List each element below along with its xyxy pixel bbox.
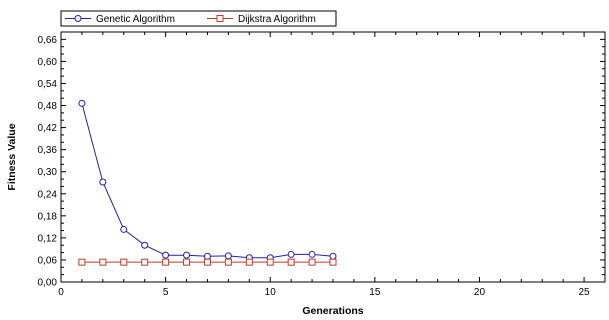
- x-tick-label: 0: [58, 287, 64, 298]
- y-tick-label: 0,48: [38, 101, 58, 112]
- y-tick-label: 0,42: [38, 123, 58, 134]
- y-tick-label: 0,12: [38, 233, 58, 244]
- y-tick-label: 0,00: [38, 278, 58, 289]
- y-tick-label: 0,06: [38, 255, 58, 266]
- y-tick-label: 0,54: [38, 79, 58, 90]
- series-0: [78, 99, 337, 262]
- data-point: [308, 258, 316, 266]
- y-tick-label: 0,30: [38, 167, 58, 178]
- data-point: [99, 178, 107, 186]
- legend: Genetic Algorithm Dijkstra Algorithm: [60, 10, 337, 27]
- data-point: [203, 258, 211, 266]
- legend-box: [60, 10, 337, 27]
- data-point: [183, 258, 191, 266]
- y-tick-label: 0,60: [38, 57, 58, 68]
- data-point: [78, 258, 86, 266]
- y-tick-label: 0,24: [38, 189, 58, 200]
- data-point: [78, 99, 86, 107]
- y-axis-title: Fitness Value: [6, 123, 18, 190]
- x-tick-label: 15: [369, 287, 381, 298]
- series-layer: [78, 99, 337, 266]
- y-tick-label: 0,18: [38, 211, 58, 222]
- legend-swatch-marker: [216, 15, 224, 22]
- x-tick-label: 20: [474, 287, 486, 298]
- legend-label: Genetic Algorithm: [96, 14, 175, 25]
- data-point: [141, 258, 149, 266]
- x-tick-label: 5: [163, 287, 169, 298]
- y-axis: 0,00 0,06 0,12 0,18 0,24 0,30 0,36 0,42 0,48 0,54…: [38, 35, 605, 289]
- data-point: [329, 258, 337, 266]
- y-tick-label: 0,66: [38, 35, 58, 46]
- data-point: [329, 252, 337, 260]
- data-point: [99, 258, 107, 266]
- data-point: [162, 258, 170, 266]
- x-axis-title: Generations: [302, 305, 363, 317]
- series-line: [81, 103, 334, 259]
- data-point: [266, 258, 274, 266]
- x-tick-label: 10: [265, 287, 277, 298]
- series-1: [78, 258, 337, 266]
- legend-entry-1: Dijkstra Algorithm: [207, 14, 316, 25]
- data-point: [120, 258, 128, 266]
- y-tick-label: 0,36: [38, 145, 58, 156]
- data-point: [183, 251, 191, 259]
- data-point: [203, 252, 211, 260]
- x-tick-label: 25: [579, 287, 591, 298]
- data-point: [120, 225, 128, 233]
- data-point: [287, 250, 295, 258]
- legend-swatch-marker: [74, 15, 82, 22]
- data-point: [308, 250, 316, 258]
- data-point: [224, 252, 232, 260]
- data-point: [162, 251, 170, 259]
- data-point: [287, 258, 295, 266]
- legend-label: Dijkstra Algorithm: [238, 14, 316, 25]
- legend-entry-0: Genetic Algorithm: [65, 14, 175, 25]
- data-point: [245, 258, 253, 266]
- data-point: [141, 241, 149, 249]
- data-point: [224, 258, 232, 266]
- x-axis: 0 5 10 15 20 25: [58, 32, 590, 298]
